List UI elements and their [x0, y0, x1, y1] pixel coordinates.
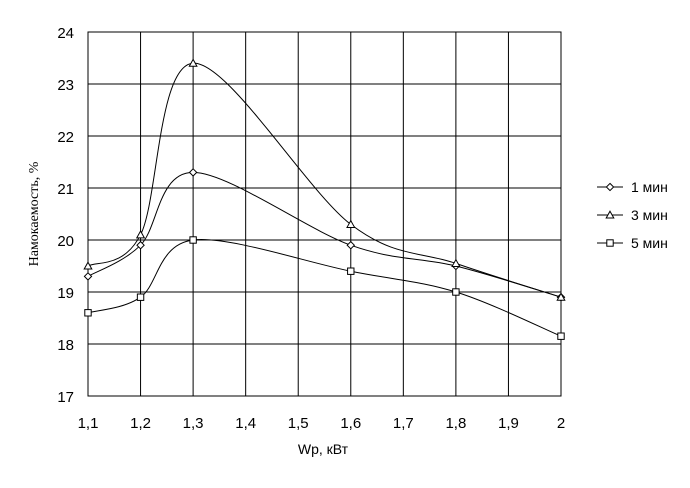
plot-frame	[87, 31, 562, 397]
legend-marker	[605, 210, 615, 219]
y-tick-label: 19	[57, 285, 74, 302]
x-tick-label: 1,8	[445, 415, 466, 432]
legend-item: 3 мин	[597, 207, 668, 223]
series-1	[83, 168, 566, 302]
data-point	[136, 293, 145, 301]
x-tick-label: 1,9	[498, 415, 519, 432]
data-point	[83, 272, 93, 281]
series-group	[83, 58, 566, 340]
x-tick-label: 1,5	[288, 415, 309, 432]
x-tick-label: 1,1	[78, 415, 99, 432]
data-point	[83, 261, 93, 270]
y-tick-label: 22	[57, 129, 74, 146]
data-point	[347, 267, 355, 275]
legend: 1 мин 3 мин 5 мин	[597, 179, 668, 251]
series-2	[83, 58, 566, 301]
x-tick-label: 1,3	[183, 415, 204, 432]
data-point	[346, 219, 356, 228]
series-3	[84, 236, 565, 340]
data-point	[188, 168, 198, 177]
x-tick-label: 1,7	[393, 415, 414, 432]
y-tick-label: 20	[57, 233, 74, 250]
legend-label: 1 мин	[631, 179, 668, 195]
grid	[87, 31, 562, 397]
series-line	[87, 62, 562, 298]
series-line	[87, 171, 562, 298]
x-tick-label: 1,6	[340, 415, 361, 432]
data-point	[84, 309, 92, 317]
series-line	[87, 239, 562, 337]
data-point	[452, 288, 460, 296]
data-point	[346, 240, 356, 250]
data-point	[557, 332, 565, 340]
legend-label: 5 мин	[631, 235, 668, 251]
x-axis-label: Wp, кВт	[298, 441, 349, 457]
legend-marker	[605, 182, 615, 192]
legend-marker	[606, 239, 614, 247]
y-tick-label: 23	[57, 77, 74, 94]
legend-item: 5 мин	[597, 235, 668, 251]
tick-labels: 17 18 19 20 21 22 23 24 1,1 1,2 1,3 1,4 1,5 1,6 1,7 1,8…	[57, 25, 565, 432]
data-point	[556, 292, 566, 301]
data-point	[135, 229, 146, 239]
x-tick-label: 1,2	[130, 415, 151, 432]
y-axis-label: Намокаемость, %	[27, 161, 42, 266]
y-tick-label: 21	[57, 181, 74, 198]
y-tick-label: 17	[57, 389, 74, 406]
data-point	[136, 240, 145, 250]
data-point	[188, 58, 198, 67]
y-tick-label: 24	[57, 25, 74, 42]
data-point	[189, 236, 197, 244]
legend-item: 1 мин	[597, 179, 668, 195]
y-tick-label: 18	[57, 337, 74, 354]
legend-label: 3 мин	[631, 207, 668, 223]
x-tick-label: 1,4	[235, 415, 256, 432]
x-tick-label: 2	[557, 415, 565, 432]
data-point	[451, 258, 461, 267]
